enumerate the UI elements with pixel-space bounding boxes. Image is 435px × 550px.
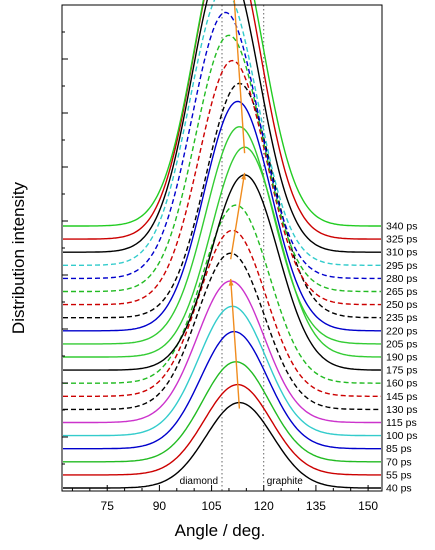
series-label: 220 ps xyxy=(386,325,418,337)
trend-arrow xyxy=(230,172,246,260)
x-tick-label: 90 xyxy=(153,499,167,513)
series-label: 190 ps xyxy=(386,352,418,364)
series-line-100ps xyxy=(63,305,381,437)
series-label: 265 ps xyxy=(386,286,418,298)
series-line-70ps xyxy=(63,361,381,463)
series-label: 280 ps xyxy=(386,273,418,285)
series-label: 295 ps xyxy=(386,260,418,272)
annotation-graphite: graphite xyxy=(267,476,304,487)
series-label: 340 ps xyxy=(386,221,418,233)
series-line-130ps xyxy=(63,252,381,411)
y-axis-title: Distribution intensity xyxy=(9,181,28,334)
series-label: 115 ps xyxy=(386,417,417,429)
series-label: 130 ps xyxy=(386,404,418,416)
trend-arrow-head xyxy=(241,172,246,180)
series-line-190ps xyxy=(63,146,382,358)
series-label: 325 ps xyxy=(386,234,418,246)
trend-arrow xyxy=(229,278,241,409)
series-label: 145 ps xyxy=(386,391,418,403)
series-label: 100 ps xyxy=(386,430,418,442)
series-line-295ps xyxy=(63,0,381,266)
series-label: 40 ps xyxy=(386,483,412,495)
series-line-265ps xyxy=(63,34,381,293)
series-label: 70 ps xyxy=(386,456,412,468)
x-tick-label: 135 xyxy=(306,499,326,513)
series-label: 250 ps xyxy=(386,299,418,311)
tick-layer: 75 90 105 120 135 150 diamond graphite xyxy=(62,31,378,513)
series-label: 85 ps xyxy=(386,443,412,455)
x-tick-label: 105 xyxy=(202,499,222,513)
trend-arrow-layer xyxy=(228,0,246,409)
series-line-40ps xyxy=(63,401,381,489)
series-label: 205 ps xyxy=(386,338,418,350)
annotation-diamond: diamond xyxy=(180,476,218,487)
series-line-175ps xyxy=(63,174,382,371)
series-label: 175 ps xyxy=(386,365,418,377)
series-line-220ps xyxy=(63,100,381,332)
x-tick-label: 150 xyxy=(358,499,378,513)
x-tick-label: 75 xyxy=(101,499,115,513)
x-tick-label: 120 xyxy=(254,499,274,513)
series-line-235ps xyxy=(63,82,381,319)
x-axis-title: Angle / deg. xyxy=(175,521,266,540)
series-line-85ps xyxy=(63,330,381,450)
series-line-115ps xyxy=(63,280,381,424)
series-line-160ps xyxy=(63,204,381,384)
trend-arrow-head xyxy=(228,278,234,286)
series-label: 160 ps xyxy=(386,378,418,390)
series-label: 310 ps xyxy=(386,247,418,259)
series-line-205ps xyxy=(63,126,381,345)
series-line-55ps xyxy=(63,383,381,476)
series-line-310ps xyxy=(63,0,381,253)
series-label: 55 ps xyxy=(386,469,412,481)
series-layer xyxy=(63,0,382,491)
trend-arrow xyxy=(233,0,246,154)
series-line-250ps xyxy=(63,59,381,306)
series-line-340ps xyxy=(63,0,381,227)
series-line-145ps xyxy=(63,229,381,397)
series-label: 235 ps xyxy=(386,312,418,324)
series-line-325ps xyxy=(63,0,381,240)
